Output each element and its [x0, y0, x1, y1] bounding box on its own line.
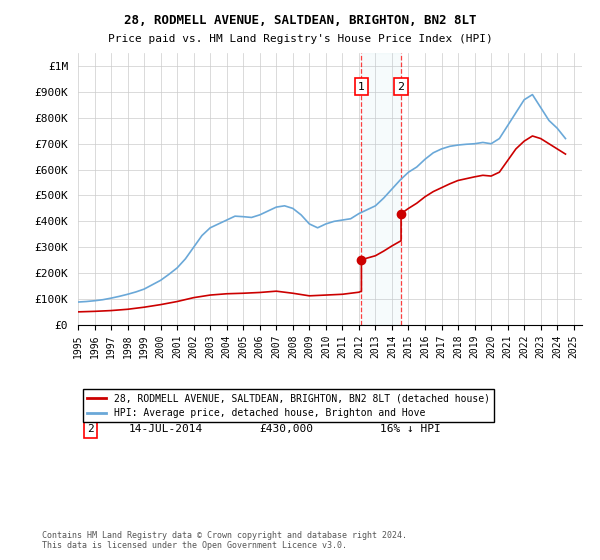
Text: 14-JUL-2014: 14-JUL-2014: [128, 424, 203, 435]
Text: £250,000: £250,000: [259, 404, 313, 414]
Text: Contains HM Land Registry data © Crown copyright and database right 2024.
This d: Contains HM Land Registry data © Crown c…: [42, 530, 407, 550]
Text: 28, RODMELL AVENUE, SALTDEAN, BRIGHTON, BN2 8LT: 28, RODMELL AVENUE, SALTDEAN, BRIGHTON, …: [124, 14, 476, 27]
Text: 42% ↓ HPI: 42% ↓ HPI: [380, 404, 441, 414]
Text: 24-FEB-2012: 24-FEB-2012: [128, 404, 203, 414]
Text: 16% ↓ HPI: 16% ↓ HPI: [380, 424, 441, 435]
Text: £430,000: £430,000: [259, 424, 313, 435]
Legend: 28, RODMELL AVENUE, SALTDEAN, BRIGHTON, BN2 8LT (detached house), HPI: Average p: 28, RODMELL AVENUE, SALTDEAN, BRIGHTON, …: [83, 389, 494, 422]
Text: 1: 1: [358, 82, 365, 92]
Bar: [361, 53, 401, 325]
Text: 1: 1: [87, 404, 94, 414]
Text: Price paid vs. HM Land Registry's House Price Index (HPI): Price paid vs. HM Land Registry's House …: [107, 34, 493, 44]
Text: 2: 2: [87, 424, 94, 435]
Text: 2: 2: [397, 82, 404, 92]
